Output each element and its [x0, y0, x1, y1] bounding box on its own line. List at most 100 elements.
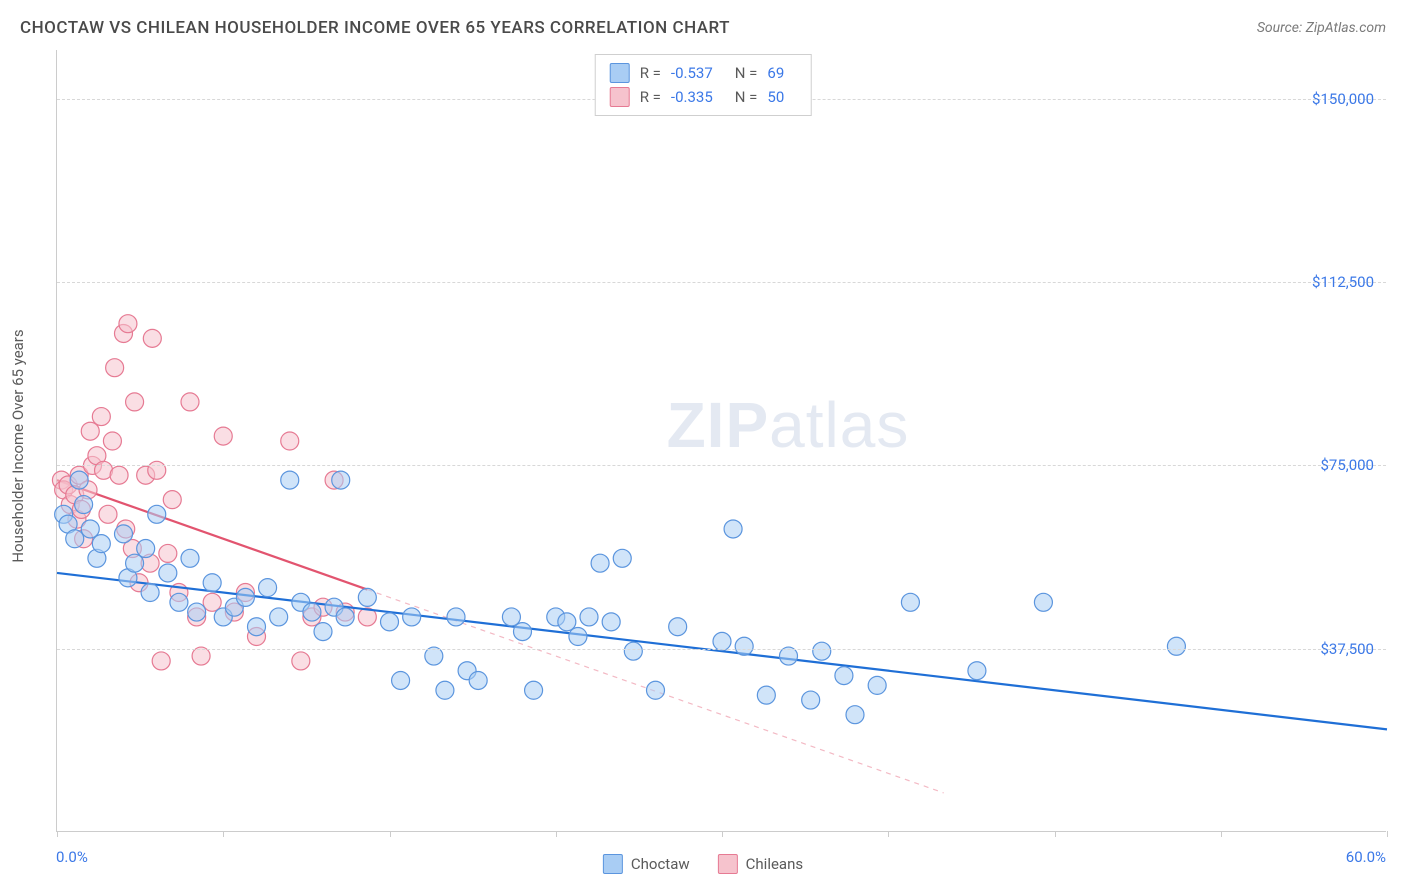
- x-tick-mark: [223, 831, 224, 837]
- legend-series-item: Chileans: [718, 854, 803, 874]
- data-point-chileans: [106, 359, 124, 377]
- data-point-choctaw: [141, 584, 159, 602]
- data-point-choctaw: [425, 647, 443, 665]
- data-point-chileans: [292, 652, 310, 670]
- data-point-chileans: [143, 329, 161, 347]
- gridline: [57, 649, 1386, 650]
- y-tick-label: $112,500: [1312, 273, 1374, 291]
- data-point-choctaw: [613, 549, 631, 567]
- data-point-choctaw: [713, 632, 731, 650]
- data-point-choctaw: [647, 681, 665, 699]
- data-point-chileans: [192, 647, 210, 665]
- data-point-choctaw: [126, 554, 144, 572]
- y-axis-title: Householder Income Over 65 years: [9, 329, 27, 562]
- legend-stat-row: R = -0.335 N = 50: [610, 85, 797, 109]
- plot-area: ZIPatlas $37,500$75,000$112,500$150,000: [56, 50, 1386, 832]
- data-point-choctaw: [281, 471, 299, 489]
- data-point-choctaw: [525, 681, 543, 699]
- data-point-chileans: [181, 393, 199, 411]
- legend-r-value: -0.537: [671, 64, 713, 82]
- legend-r-label: R =: [640, 88, 661, 106]
- data-point-choctaw: [259, 579, 277, 597]
- data-point-choctaw: [580, 608, 598, 626]
- data-point-choctaw: [236, 588, 254, 606]
- data-point-choctaw: [181, 549, 199, 567]
- data-point-choctaw: [1167, 637, 1185, 655]
- data-point-choctaw: [558, 613, 576, 631]
- data-point-chileans: [119, 315, 137, 333]
- data-point-choctaw: [115, 525, 133, 543]
- data-point-choctaw: [868, 676, 886, 694]
- data-point-chileans: [99, 505, 117, 523]
- data-point-choctaw: [813, 642, 831, 660]
- legend-series-label: Chileans: [746, 855, 803, 873]
- data-point-choctaw: [502, 608, 520, 626]
- data-point-choctaw: [81, 520, 99, 538]
- data-point-choctaw: [270, 608, 288, 626]
- data-point-choctaw: [735, 637, 753, 655]
- data-point-choctaw: [724, 520, 742, 538]
- data-point-choctaw: [757, 686, 775, 704]
- chart-svg: [57, 50, 1386, 831]
- data-point-choctaw: [336, 608, 354, 626]
- data-point-choctaw: [835, 667, 853, 685]
- data-point-choctaw: [624, 642, 642, 660]
- legend-n-value: 69: [767, 64, 784, 82]
- y-tick-label: $75,000: [1320, 456, 1374, 474]
- data-point-choctaw: [780, 647, 798, 665]
- data-point-chileans: [81, 422, 99, 440]
- data-point-choctaw: [170, 593, 188, 611]
- data-point-choctaw: [901, 593, 919, 611]
- data-point-choctaw: [66, 530, 84, 548]
- data-point-choctaw: [70, 471, 88, 489]
- gridline: [57, 282, 1386, 283]
- legend-r-value: -0.335: [671, 88, 713, 106]
- legend-swatch: [603, 854, 623, 874]
- data-point-chileans: [152, 652, 170, 670]
- data-point-choctaw: [403, 608, 421, 626]
- x-tick-mark: [888, 831, 889, 837]
- x-axis-max-label: 60.0%: [1346, 848, 1386, 866]
- data-point-choctaw: [188, 603, 206, 621]
- legend-n-label: N =: [735, 88, 758, 106]
- data-point-choctaw: [137, 540, 155, 558]
- data-point-choctaw: [436, 681, 454, 699]
- data-point-choctaw: [148, 505, 166, 523]
- data-point-chileans: [214, 427, 232, 445]
- gridline: [57, 465, 1386, 466]
- data-point-chileans: [281, 432, 299, 450]
- data-point-choctaw: [314, 623, 332, 641]
- data-point-chileans: [163, 491, 181, 509]
- legend-n-label: N =: [735, 64, 758, 82]
- data-point-choctaw: [802, 691, 820, 709]
- data-point-choctaw: [846, 706, 864, 724]
- x-tick-mark: [1387, 831, 1388, 837]
- data-point-choctaw: [159, 564, 177, 582]
- data-point-choctaw: [332, 471, 350, 489]
- legend-n-value: 50: [767, 88, 784, 106]
- data-point-chileans: [159, 544, 177, 562]
- data-point-choctaw: [569, 628, 587, 646]
- x-tick-mark: [390, 831, 391, 837]
- legend-swatch: [610, 87, 630, 107]
- x-tick-mark: [1055, 831, 1056, 837]
- data-point-choctaw: [92, 535, 110, 553]
- data-point-chileans: [110, 466, 128, 484]
- legend-swatch: [718, 854, 738, 874]
- chart-header: CHOCTAW VS CHILEAN HOUSEHOLDER INCOME OV…: [20, 18, 1386, 38]
- data-point-choctaw: [358, 588, 376, 606]
- legend-stat-row: R =-0.537N =69: [610, 61, 797, 85]
- y-tick-label: $37,500: [1320, 640, 1374, 658]
- data-point-choctaw: [469, 671, 487, 689]
- x-tick-mark: [722, 831, 723, 837]
- data-point-choctaw: [968, 662, 986, 680]
- data-point-choctaw: [591, 554, 609, 572]
- x-tick-mark: [57, 831, 58, 837]
- data-point-choctaw: [514, 623, 532, 641]
- legend-series-item: Choctaw: [603, 854, 690, 874]
- chart-source: Source: ZipAtlas.com: [1257, 20, 1386, 36]
- legend-stats: R = -0.537 N = 69 R = -0.335 N = 50: [595, 54, 812, 116]
- data-point-chileans: [203, 593, 221, 611]
- data-point-choctaw: [203, 574, 221, 592]
- data-point-choctaw: [602, 613, 620, 631]
